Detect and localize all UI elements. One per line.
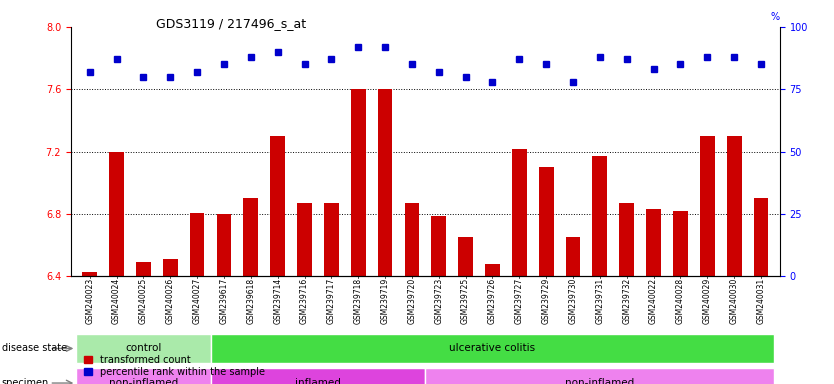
Bar (620, 203, 634, 276)
Bar (378, 89, 393, 276)
Bar (539, 167, 554, 276)
Bar (485, 264, 500, 276)
Text: GSM240024: GSM240024 (112, 278, 121, 324)
Bar (270, 136, 285, 276)
Bar (109, 152, 124, 276)
Bar (646, 209, 661, 276)
Bar (297, 203, 312, 276)
Text: GSM240030: GSM240030 (730, 278, 739, 324)
Bar (512, 149, 527, 276)
Text: GSM240026: GSM240026 (166, 278, 175, 324)
Text: GSM240031: GSM240031 (756, 278, 766, 324)
Text: %: % (771, 12, 780, 22)
Bar (673, 211, 688, 276)
Bar (136, 262, 151, 276)
Text: GSM239725: GSM239725 (461, 278, 470, 324)
Text: GSM239727: GSM239727 (515, 278, 524, 324)
Bar (592, 156, 607, 276)
Text: ulcerative colitis: ulcerative colitis (450, 343, 535, 354)
Bar (425, 368, 775, 384)
Bar (76, 368, 210, 384)
Bar (431, 216, 446, 276)
Text: GSM239719: GSM239719 (380, 278, 389, 324)
Text: GSM239716: GSM239716 (300, 278, 309, 324)
Text: GSM239723: GSM239723 (435, 278, 443, 324)
Bar (565, 237, 580, 276)
Text: specimen: specimen (2, 378, 49, 384)
Legend: transformed count, percentile rank within the sample: transformed count, percentile rank withi… (84, 355, 264, 377)
Text: GSM240022: GSM240022 (649, 278, 658, 324)
Text: inflamed: inflamed (295, 378, 341, 384)
Text: GSM240025: GSM240025 (139, 278, 148, 324)
Bar (726, 136, 741, 276)
Text: GSM240027: GSM240027 (193, 278, 202, 324)
Text: GSM239726: GSM239726 (488, 278, 497, 324)
Text: non-inflamed: non-inflamed (565, 378, 635, 384)
Bar (404, 203, 420, 276)
Text: GSM239714: GSM239714 (274, 278, 282, 324)
Text: GSM240028: GSM240028 (676, 278, 685, 324)
Text: GDS3119 / 217496_s_at: GDS3119 / 217496_s_at (156, 17, 306, 30)
Text: GSM239730: GSM239730 (569, 278, 577, 324)
Text: GSM240023: GSM240023 (85, 278, 94, 324)
Text: GSM239617: GSM239617 (219, 278, 229, 324)
Bar (210, 334, 775, 363)
Bar (351, 89, 365, 276)
Text: non-inflamed: non-inflamed (108, 378, 178, 384)
Text: GSM239729: GSM239729 (541, 278, 550, 324)
Text: GSM239717: GSM239717 (327, 278, 336, 324)
Text: GSM239718: GSM239718 (354, 278, 363, 324)
Bar (76, 334, 210, 363)
Text: control: control (125, 343, 162, 354)
Bar (458, 237, 473, 276)
Text: GSM239732: GSM239732 (622, 278, 631, 324)
Text: disease state: disease state (2, 343, 67, 354)
Text: GSM239618: GSM239618 (246, 278, 255, 324)
Bar (244, 199, 259, 276)
Bar (217, 214, 231, 276)
Bar (700, 136, 715, 276)
Bar (163, 259, 178, 276)
Bar (754, 199, 768, 276)
Bar (189, 212, 204, 276)
Text: GSM240029: GSM240029 (703, 278, 711, 324)
Bar (83, 272, 97, 276)
Bar (210, 368, 425, 384)
Text: GSM239731: GSM239731 (595, 278, 605, 324)
Text: GSM239720: GSM239720 (408, 278, 416, 324)
Bar (324, 203, 339, 276)
